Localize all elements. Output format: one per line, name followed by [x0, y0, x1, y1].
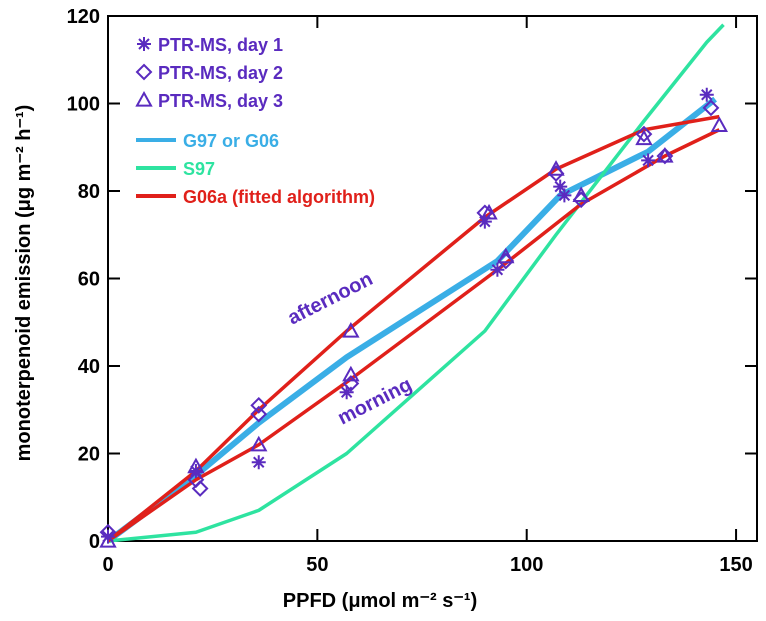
- data-point: [250, 435, 268, 452]
- data-point: [656, 146, 674, 163]
- data-point: [656, 147, 674, 165]
- legend-label: PTR-MS, day 1: [158, 35, 283, 55]
- legend-label: PTR-MS, day 2: [158, 63, 283, 83]
- data-point: [553, 179, 568, 194]
- data-point: [490, 262, 505, 277]
- x-axis-label: PPFD (μmol m⁻² s⁻¹): [283, 590, 477, 612]
- data-point: [557, 188, 572, 203]
- series-line: [107, 23, 725, 543]
- data-point: [99, 531, 117, 548]
- data-point: [641, 153, 656, 168]
- data-point: [342, 321, 360, 338]
- data-point: [476, 204, 494, 222]
- legend-marker: [137, 37, 151, 51]
- legend-label: PTR-MS, day 3: [158, 91, 283, 111]
- x-tick-label: 0: [102, 554, 113, 576]
- x-tick-label: 50: [306, 554, 328, 576]
- annotation: afternoon: [284, 268, 376, 329]
- y-tick-label: 100: [67, 94, 100, 116]
- data-point: [497, 247, 515, 264]
- y-tick-label: 60: [78, 269, 100, 291]
- data-point: [101, 529, 115, 544]
- data-point: [635, 129, 653, 146]
- legend-marker: [135, 63, 153, 81]
- y-tick-label: 120: [67, 6, 100, 28]
- data-point: [251, 455, 266, 470]
- data-point: [339, 385, 354, 400]
- data-point: [572, 186, 590, 202]
- data-point: [250, 405, 268, 423]
- series-line: [106, 96, 717, 544]
- data-point: [635, 125, 653, 143]
- y-tick-label: 80: [78, 181, 100, 203]
- data-point: [250, 396, 268, 414]
- y-tick-label: 20: [78, 444, 100, 466]
- data-point: [699, 87, 714, 102]
- data-point: [710, 116, 729, 132]
- series-line: [106, 114, 720, 543]
- data-point: [99, 523, 117, 541]
- y-tick-label: 0: [89, 531, 100, 553]
- legend-label: S97: [183, 159, 215, 179]
- data-point: [342, 365, 360, 382]
- data-point: [187, 457, 205, 474]
- legend-label: G06a (fitted algorithm): [183, 187, 375, 207]
- data-point: [480, 203, 498, 220]
- data-point: [191, 480, 209, 497]
- x-tick-label: 100: [510, 554, 543, 576]
- data-point: [547, 160, 565, 176]
- data-point: [702, 99, 720, 117]
- legend-marker: [135, 90, 153, 107]
- x-tick-label: 150: [719, 554, 752, 576]
- y-tick-label: 40: [78, 356, 100, 378]
- y-axis-label: monoterpenoid emission (μg m⁻² h⁻¹): [13, 105, 35, 462]
- data-point: [188, 464, 203, 478]
- legend-label: G97 or G06: [183, 131, 279, 151]
- data-point: [477, 214, 492, 229]
